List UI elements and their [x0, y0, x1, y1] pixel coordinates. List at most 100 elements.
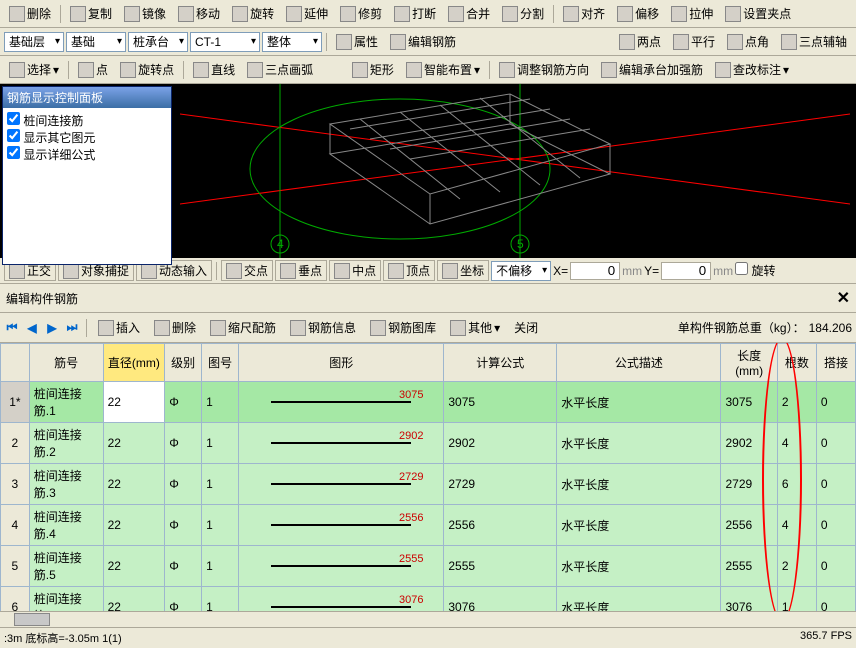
layer-dropdown[interactable]: 基础层	[4, 32, 64, 52]
nav-prev-icon[interactable]: ◀	[24, 320, 40, 336]
cell-lap[interactable]: 0	[816, 423, 855, 464]
cell-calc[interactable]: 2556	[444, 505, 557, 546]
cell-dia[interactable]: 22	[103, 382, 165, 423]
insert-button[interactable]: 插入	[93, 316, 145, 339]
cell-lap[interactable]: 0	[816, 382, 855, 423]
cell-lvl[interactable]: Φ	[165, 464, 202, 505]
cell-fig[interactable]: 1	[202, 505, 239, 546]
cell-fig[interactable]: 1	[202, 423, 239, 464]
adjust-rebar-button[interactable]: 调整钢筋方向	[494, 58, 594, 81]
whole-dropdown[interactable]: 整体	[262, 32, 322, 52]
point-button[interactable]: 点	[73, 58, 113, 81]
cell-cnt[interactable]: 4	[777, 423, 816, 464]
cell-dia[interactable]: 22	[103, 505, 165, 546]
cell-shape[interactable]: 2556	[239, 505, 444, 546]
cell-desc[interactable]: 水平长度	[557, 382, 721, 423]
row-number[interactable]: 2	[1, 423, 30, 464]
ct-dropdown[interactable]: CT-1	[190, 32, 260, 52]
cell-name[interactable]: 桩间连接筋.4	[29, 505, 103, 546]
cell-len[interactable]: 2555	[721, 546, 777, 587]
extend-button[interactable]: 延伸	[281, 2, 333, 25]
select-button[interactable]: 选择 ▾	[4, 58, 64, 81]
panel-check-1[interactable]: 桩间连接筋	[7, 112, 167, 129]
col-lap[interactable]: 搭接	[816, 344, 855, 382]
line-button[interactable]: 直线	[188, 58, 240, 81]
cell-name[interactable]: 桩间连接筋.1	[29, 382, 103, 423]
rebar-info-button[interactable]: 钢筋信息	[285, 316, 361, 339]
cell-lvl[interactable]: Φ	[165, 546, 202, 587]
perp-button[interactable]: 垂点	[275, 260, 327, 281]
row-number[interactable]: 1*	[1, 382, 30, 423]
cell-name[interactable]: 桩间连接筋.2	[29, 423, 103, 464]
trim-button[interactable]: 修剪	[335, 2, 387, 25]
panel-check-3[interactable]: 显示详细公式	[7, 146, 167, 163]
nav-first-icon[interactable]: ⏮	[4, 320, 20, 336]
table-row[interactable]: 4 桩间连接筋.4 22 Φ 1 2556 2556 水平长度 2556 4 0	[1, 505, 856, 546]
three-point-axis-button[interactable]: 三点辅轴	[776, 30, 852, 53]
stretch-button[interactable]: 拉伸	[666, 2, 718, 25]
two-point-button[interactable]: 两点	[614, 30, 666, 53]
cell-cnt[interactable]: 6	[777, 464, 816, 505]
offset-dropdown[interactable]: 不偏移	[491, 261, 551, 281]
cell-dia[interactable]: 22	[103, 464, 165, 505]
col-calc[interactable]: 计算公式	[444, 344, 557, 382]
cell-cnt[interactable]: 4	[777, 505, 816, 546]
base-dropdown[interactable]: 基础	[66, 32, 126, 52]
mirror-button[interactable]: 镜像	[119, 2, 171, 25]
edit-pile-button[interactable]: 编辑承台加强筋	[596, 58, 708, 81]
table-row[interactable]: 2 桩间连接筋.2 22 Φ 1 2902 2902 水平长度 2902 4 0	[1, 423, 856, 464]
cell-shape[interactable]: 2902	[239, 423, 444, 464]
cell-cnt[interactable]: 1	[777, 587, 816, 612]
break-button[interactable]: 打断	[389, 2, 441, 25]
close-editor-button[interactable]: 关闭	[509, 316, 543, 339]
cell-fig[interactable]: 1	[202, 464, 239, 505]
edit-rebar-button[interactable]: 编辑钢筋	[385, 30, 461, 53]
table-row[interactable]: 1* 桩间连接筋.1 22 Φ 1 3075 3075 水平长度 3075 2 …	[1, 382, 856, 423]
cell-cnt[interactable]: 2	[777, 546, 816, 587]
midpoint-button[interactable]: 中点	[329, 260, 381, 281]
cell-desc[interactable]: 水平长度	[557, 464, 721, 505]
cell-lap[interactable]: 0	[816, 464, 855, 505]
col-len[interactable]: 长度(mm)	[721, 344, 777, 382]
cell-dia[interactable]: 22	[103, 587, 165, 612]
cell-fig[interactable]: 1	[202, 587, 239, 612]
cell-calc[interactable]: 3076	[444, 587, 557, 612]
col-count[interactable]: 根数	[777, 344, 816, 382]
cell-len[interactable]: 3076	[721, 587, 777, 612]
cell-calc[interactable]: 2555	[444, 546, 557, 587]
delete-row-button[interactable]: 删除	[149, 316, 201, 339]
cell-lap[interactable]: 0	[816, 546, 855, 587]
table-row[interactable]: 6 桩间连接筋.6 22 Φ 1 3076 3076 水平长度 3076 1 0	[1, 587, 856, 612]
other-button[interactable]: 其他 ▾	[445, 316, 505, 339]
cell-len[interactable]: 2556	[721, 505, 777, 546]
cell-lvl[interactable]: Φ	[165, 423, 202, 464]
offset-button[interactable]: 偏移	[612, 2, 664, 25]
set-grip-button[interactable]: 设置夹点	[720, 2, 796, 25]
pile-dropdown[interactable]: 桩承台	[128, 32, 188, 52]
cell-lap[interactable]: 0	[816, 505, 855, 546]
rect-button[interactable]: 矩形	[347, 58, 399, 81]
intersection-button[interactable]: 交点	[221, 260, 273, 281]
panel-check-2[interactable]: 显示其它图元	[7, 129, 167, 146]
copy-button[interactable]: 复制	[65, 2, 117, 25]
col-shape[interactable]: 图形	[239, 344, 444, 382]
rotate-check[interactable]: 旋转	[735, 262, 775, 279]
cell-fig[interactable]: 1	[202, 546, 239, 587]
point-angle-button[interactable]: 点角	[722, 30, 774, 53]
properties-button[interactable]: 属性	[331, 30, 383, 53]
rotate-point-button[interactable]: 旋转点	[115, 58, 179, 81]
delete-button[interactable]: 删除	[4, 2, 56, 25]
split-button[interactable]: 分割	[497, 2, 549, 25]
cell-len[interactable]: 3075	[721, 382, 777, 423]
coord-button[interactable]: 坐标	[437, 260, 489, 281]
close-icon[interactable]: ✕	[837, 288, 850, 308]
move-button[interactable]: 移动	[173, 2, 225, 25]
cell-cnt[interactable]: 2	[777, 382, 816, 423]
rebar-lib-button[interactable]: 钢筋图库	[365, 316, 441, 339]
cell-name[interactable]: 桩间连接筋.5	[29, 546, 103, 587]
cell-calc[interactable]: 2729	[444, 464, 557, 505]
smart-layout-button[interactable]: 智能布置 ▾	[401, 58, 485, 81]
cell-desc[interactable]: 水平长度	[557, 587, 721, 612]
cell-len[interactable]: 2729	[721, 464, 777, 505]
row-number[interactable]: 4	[1, 505, 30, 546]
